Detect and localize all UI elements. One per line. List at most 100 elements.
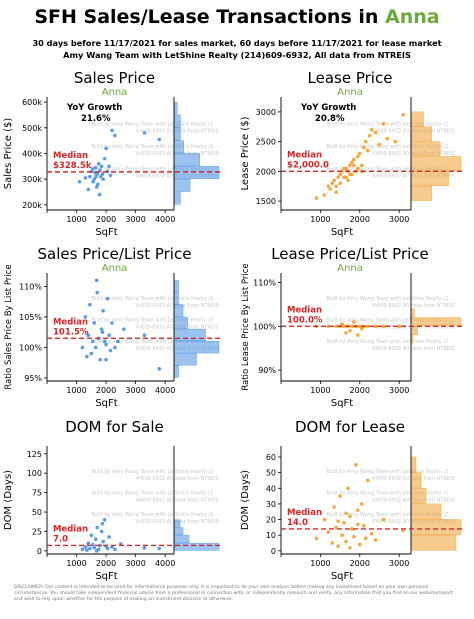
- watermark-text: Built by Amy Wang Team with LetShine Rea…: [327, 339, 449, 345]
- data-point: [94, 278, 99, 283]
- data-point: [344, 539, 348, 544]
- yoy-growth-value: 20.8%: [315, 114, 345, 124]
- data-point: [88, 174, 92, 179]
- data-point: [342, 520, 346, 525]
- data-point: [350, 324, 354, 329]
- watermark-text: Built by Amy Wang Team with LetShine Rea…: [91, 166, 213, 172]
- data-point: [105, 546, 110, 551]
- y-tick-label: 100%: [253, 322, 276, 331]
- data-point: [356, 508, 360, 512]
- y-axis-label: DOM (Days): [240, 470, 251, 530]
- data-point: [356, 166, 360, 171]
- histogram-bar: [410, 126, 433, 142]
- data-point: [157, 137, 162, 142]
- histogram-bar: [173, 527, 184, 536]
- data-point: [142, 545, 147, 550]
- data-point: [365, 148, 370, 153]
- data-point: [85, 354, 89, 359]
- y-tick-label: 50: [32, 508, 42, 517]
- x-tick-label: 1000: [66, 215, 86, 224]
- y-axis-label: Lease Price ($): [240, 116, 251, 190]
- histogram-bar: [410, 535, 457, 551]
- y-tick-label: 90%: [258, 366, 276, 375]
- data-point: [90, 339, 95, 344]
- data-point: [332, 178, 336, 183]
- histogram-bar: [173, 140, 184, 154]
- data-point: [381, 324, 386, 329]
- data-point: [94, 185, 99, 189]
- chart-title: Sales Price: [74, 69, 155, 87]
- y-tick-label: 200k: [22, 201, 42, 210]
- y-tick-label: 110%: [19, 282, 42, 291]
- data-point: [96, 161, 101, 166]
- x-axis-label: SqFt: [331, 398, 353, 409]
- median-value: 7.0: [53, 534, 68, 544]
- data-point: [328, 187, 333, 191]
- histogram-bar: [410, 519, 462, 535]
- x-axis-label: SqFt: [95, 571, 117, 582]
- median-label: Median: [287, 508, 322, 518]
- histogram-bar: [173, 292, 179, 305]
- histogram-bar: [173, 304, 184, 317]
- watermark-text: Built by Amy Wang Team with LetShine Rea…: [327, 512, 449, 518]
- data-point: [336, 519, 340, 523]
- x-tick-label: 1000: [66, 559, 86, 568]
- histogram-bar: [173, 353, 197, 366]
- data-point: [334, 324, 338, 329]
- data-point: [80, 547, 85, 552]
- histogram-bar: [173, 519, 181, 528]
- chart-title: DOM for Lease: [295, 418, 405, 436]
- x-axis-label: SqFt: [95, 398, 117, 409]
- data-point: [88, 302, 92, 307]
- data-point: [352, 534, 356, 539]
- data-point: [373, 324, 378, 329]
- y-tick-label: 105%: [19, 313, 42, 322]
- data-point: [142, 333, 147, 338]
- data-point: [348, 163, 352, 168]
- histogram-bar: [410, 308, 415, 318]
- data-point: [369, 127, 374, 132]
- yoy-growth-label: YoY Growth: [300, 103, 356, 113]
- data-point: [361, 145, 366, 150]
- data-point: [356, 522, 360, 527]
- median-label: Median: [287, 305, 322, 315]
- data-point: [102, 339, 107, 344]
- data-point: [93, 165, 98, 170]
- data-point: [359, 326, 364, 331]
- chart-title: DOM for Sale: [65, 418, 164, 436]
- yoy-growth-label: YoY Growth: [66, 103, 122, 113]
- y-axis-label: Sales Price ($): [3, 118, 14, 190]
- x-tick-label: 2000: [350, 215, 370, 224]
- watermark-text: Built by Amy Wang Team with LetShine Rea…: [91, 318, 213, 324]
- y-tick-label: 30: [266, 500, 276, 509]
- y-tick-label: 50: [266, 469, 276, 478]
- data-point: [336, 175, 340, 180]
- data-point: [89, 351, 94, 356]
- data-point: [98, 174, 103, 179]
- x-tick-label: 1000: [310, 386, 330, 395]
- histogram-bar: [173, 280, 179, 293]
- data-point: [356, 154, 360, 159]
- data-point: [354, 462, 358, 467]
- median-value: 101.5%: [53, 327, 89, 337]
- data-point: [98, 168, 102, 172]
- data-point: [107, 535, 111, 539]
- watermark-text: 4)609-6932 All data from NTREIS: [136, 476, 219, 482]
- histogram-bar: [173, 153, 200, 167]
- data-point: [89, 533, 94, 538]
- data-point: [336, 544, 340, 548]
- data-point: [338, 181, 342, 186]
- median-value: $2,000.0: [287, 160, 329, 170]
- y-tick-label: 110%: [253, 279, 276, 288]
- histogram-bar: [410, 156, 462, 172]
- data-point: [99, 164, 104, 169]
- y-tick-label: 60: [266, 453, 276, 462]
- y-tick-label: 100%: [19, 343, 42, 352]
- y-axis-label: Ratio Sales Price By List Price: [4, 264, 14, 389]
- y-tick-label: 40: [266, 484, 276, 493]
- data-point: [346, 178, 350, 183]
- y-tick-label: 75: [32, 489, 42, 498]
- y-tick-label: 2500: [256, 138, 276, 147]
- data-point: [357, 151, 362, 156]
- data-point: [98, 357, 102, 362]
